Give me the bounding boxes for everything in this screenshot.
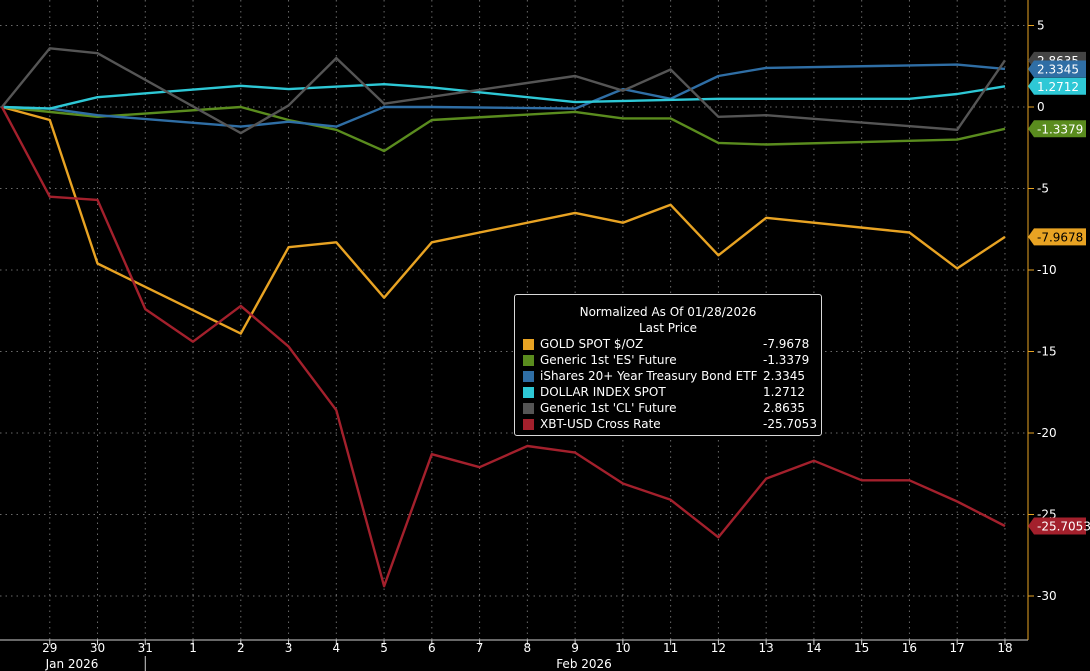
x-tick-label: 18: [997, 641, 1012, 655]
y-tick-label: -20: [1037, 426, 1057, 440]
legend-label: Generic 1st 'ES' Future: [540, 353, 677, 367]
end-value-label: 1.2712: [1037, 80, 1079, 94]
legend-label: iShares 20+ Year Treasury Bond ETF: [540, 369, 758, 383]
x-tick-label: 8: [524, 641, 532, 655]
legend-value: 2.3345: [763, 369, 805, 383]
legend-label: GOLD SPOT $/OZ: [540, 337, 644, 351]
end-value-label: -1.3379: [1037, 122, 1083, 136]
legend-swatch: [523, 338, 534, 350]
x-tick-label: 29: [42, 641, 57, 655]
legend-swatch: [523, 370, 534, 382]
series-line-dollar-index-spot: [1, 82, 1006, 110]
legend-value: -1.3379: [763, 353, 810, 367]
x-tick-label: 5: [380, 641, 388, 655]
x-tick-label: 11: [663, 641, 678, 655]
legend-entry-xbt-usd: XBT-USD Cross Rate -25.7053: [523, 416, 817, 432]
legend-label: XBT-USD Cross Rate: [540, 417, 661, 431]
legend-swatch: [523, 418, 534, 430]
end-value-label: 2.3345: [1037, 62, 1079, 76]
x-tick-label: 17: [950, 641, 965, 655]
x-tick-label: 31: [138, 641, 153, 655]
legend-entry-cl-future: Generic 1st 'CL' Future 2.8635: [523, 400, 813, 416]
x-tick-label: 7: [476, 641, 484, 655]
series-line-ishares-20-year-treasury-bond-etf: [1, 63, 1006, 128]
chart-title: Normalized As Of 01/28/2026: [579, 305, 757, 319]
end-value-tag: -1.3379: [1028, 120, 1086, 138]
x-tick-label: 10: [615, 641, 630, 655]
legend-swatch: [523, 386, 534, 398]
end-value-label: -25.7053: [1037, 519, 1090, 533]
x-tick-label: 9: [571, 641, 579, 655]
legend-label: DOLLAR INDEX SPOT: [540, 385, 666, 399]
series-line-gold-spot-oz: [1, 105, 1006, 335]
x-tick-label: 2: [237, 641, 245, 655]
legend-value: 1.2712: [763, 385, 805, 399]
legend-swatch: [523, 402, 534, 414]
y-tick-label: -30: [1037, 589, 1057, 603]
end-value-tag: -25.7053: [1028, 517, 1090, 535]
x-tick-label: 14: [806, 641, 821, 655]
x-tick-label: 1: [189, 641, 197, 655]
legend-entry-dollar-index: DOLLAR INDEX SPOT 1.2712: [523, 384, 813, 400]
y-tick-label: 0: [1037, 100, 1045, 114]
x-tick-label: 4: [332, 641, 340, 655]
end-value-tag: 2.3345: [1028, 60, 1086, 78]
x-tick-label: 12: [711, 641, 726, 655]
series-line-generic-1st-cl-future: [1, 47, 1006, 135]
x-tick-label: 13: [759, 641, 774, 655]
legend-value: -7.9678: [763, 337, 810, 351]
legend-value: 2.8635: [763, 401, 805, 415]
x-tick-label: 30: [90, 641, 105, 655]
y-tick-label: -15: [1037, 345, 1057, 359]
chart-subtitle: Last Price: [638, 321, 698, 335]
legend-entry-gold: GOLD SPOT $/OZ -7.9678: [523, 336, 813, 352]
y-tick-label: 5: [1037, 19, 1045, 33]
x-tick-label: 16: [902, 641, 917, 655]
end-value-tag: 1.2712: [1028, 77, 1086, 95]
end-value-label: -7.9678: [1037, 230, 1083, 244]
legend: Normalized As Of 01/28/2026 Last Price G…: [514, 294, 822, 436]
end-value-tag: -7.9678: [1028, 228, 1086, 246]
series-line-xbt-usd-cross-rate: [0, 106, 1006, 588]
legend-label: Generic 1st 'CL' Future: [540, 401, 677, 415]
legend-entry-es-future: Generic 1st 'ES' Future -1.3379: [523, 352, 813, 368]
legend-value: -25.7053: [763, 417, 817, 431]
x-tick-label: 6: [428, 641, 436, 655]
legend-entry-treasury-etf: iShares 20+ Year Treasury Bond ETF 2.334…: [523, 368, 813, 384]
x-tick-label: 3: [285, 641, 293, 655]
month-label: Jan 2026: [45, 657, 99, 671]
legend-swatch: [523, 354, 534, 366]
x-tick-label: 15: [854, 641, 869, 655]
series-line-generic-1st-es-future: [1, 105, 1006, 153]
y-tick-label: -10: [1037, 263, 1057, 277]
month-label: Feb 2026: [556, 657, 612, 671]
y-tick-label: -5: [1037, 182, 1049, 196]
series-lines: [0, 47, 1006, 588]
